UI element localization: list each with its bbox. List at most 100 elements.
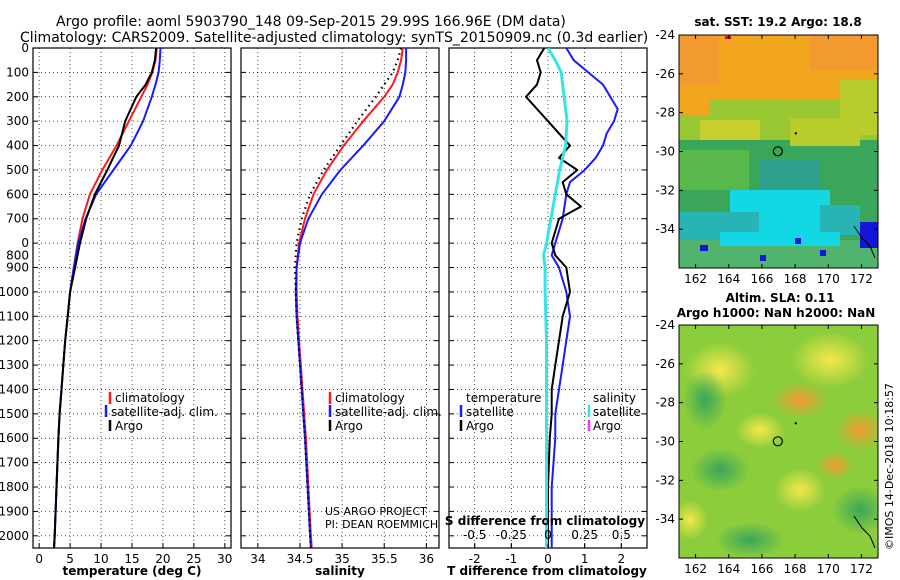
difference-legend: temperature satellite Argo salinity sate… (459, 391, 641, 433)
s-difference-label: S difference from climatology (445, 514, 645, 528)
map-y-tick-label: -30 (655, 145, 675, 159)
x-tick-label: 25 (186, 552, 201, 566)
coastline-shape (853, 225, 876, 259)
x-tick-label: -2 (469, 552, 481, 566)
s-tick-label: 0 (544, 528, 552, 542)
legend-salinity-title: salinity (593, 391, 636, 405)
x-tick-label: 1 (581, 552, 589, 566)
x-tick-label: 35 (334, 552, 349, 566)
coastline-shape (853, 515, 876, 549)
x-tick-label: 20 (155, 552, 170, 566)
map-x-tick-label: 166 (750, 562, 773, 576)
depth-tick-label: 1100 (0, 309, 29, 323)
depth-tick-label: 1600 (0, 431, 29, 445)
depth-tick-label: 1500 (0, 407, 29, 421)
map-x-tick-label: 172 (850, 272, 873, 286)
x-tick-label: 0 (544, 552, 552, 566)
salinity-axis-label: salinity (315, 564, 365, 578)
series-line-climatology (295, 48, 404, 548)
map-y-tick-label: -24 (655, 28, 675, 42)
temperature-axis-ticks: 0 5 10 15 20 25 30 (35, 47, 232, 566)
map-y-tick-label: -34 (655, 222, 675, 236)
sla-map-title1: Altim. SLA: 0.11 (726, 291, 835, 305)
map-x-tick-label: 170 (817, 272, 840, 286)
map-x-tick-label: 162 (684, 272, 707, 286)
series-line-satellite-adj--clim- (294, 48, 408, 548)
depth-tick-label: 800 (6, 248, 29, 262)
map-y-tick-label: -24 (655, 318, 675, 332)
legend-s-argo: Argo (593, 419, 621, 433)
x-tick-label: 0 (35, 552, 43, 566)
map-x-tick-label: 172 (850, 562, 873, 576)
temperature-panel: 0100200300400500600700090010001100120013… (0, 41, 232, 578)
x-tick-label: 2 (618, 552, 626, 566)
map-x-tick-label: 164 (717, 562, 740, 576)
map-y-tick-label: -28 (655, 396, 675, 410)
series-line-argo (293, 48, 403, 548)
x-tick-label: 15 (124, 552, 139, 566)
sla-map-title2: Argo h1000: NaN h2000: NaN (677, 306, 876, 320)
sst-map-field (679, 35, 878, 268)
depth-tick-label: 2000 (0, 529, 29, 543)
figure-title-line1: Argo profile: aoml 5903790_148 09-Sep-20… (56, 14, 566, 30)
salinity-panel: 34 34.5 35 35.5 36 salinity climatology sate… (240, 47, 442, 578)
depth-tick-label: 1000 (0, 285, 29, 299)
x-tick-label: 34.5 (287, 552, 314, 566)
map-x-tick-label: 164 (717, 272, 740, 286)
x-tick-label: 36 (419, 552, 434, 566)
legend-climatology-s: climatology (335, 391, 405, 405)
depth-tick-label: 0 (21, 236, 29, 250)
t-difference-label: T difference from climatology (447, 564, 647, 578)
figure-title-line2: Climatology: CARS2009. Satellite-adjuste… (20, 30, 648, 46)
map-x-tick-label: 166 (750, 272, 773, 286)
legend-t-argo: Argo (466, 419, 494, 433)
credit-pi: PI: DEAN ROEMMICH (325, 518, 438, 531)
map-y-tick-label: -28 (655, 106, 675, 120)
x-tick-label: 30 (217, 552, 232, 566)
x-tick-label: -1 (505, 552, 517, 566)
difference-panel: -2 -1 0 1 2 S difference from climatology -0… (445, 47, 648, 578)
depth-tick-label: 500 (6, 163, 29, 177)
legend-satellite-adj: satellite-adj. clim. (111, 405, 218, 419)
argo-location-marker (772, 146, 783, 157)
t-difference-axis-ticks: -2 -1 0 1 2 (449, 47, 647, 566)
depth-tick-label: 1400 (0, 382, 29, 396)
depth-tick-label: 300 (6, 114, 29, 128)
sst-map: sat. SST: 19.2 Argo: 18.8 (655, 15, 879, 286)
depth-tick-label: 0 (21, 41, 29, 55)
depth-tick-label: 1800 (0, 480, 29, 494)
depth-tick-label: 1900 (0, 504, 29, 518)
legend-argo-s: Argo (335, 419, 363, 433)
map-x-tick-label: 168 (784, 562, 807, 576)
sst-map-title: sat. SST: 19.2 Argo: 18.8 (694, 15, 861, 29)
depth-tick-label: 1300 (0, 358, 29, 372)
map-y-tick-label: -32 (655, 473, 675, 487)
s-tick-label: -0.25 (496, 528, 527, 542)
temperature-axis-label: temperature (deg C) (63, 564, 202, 578)
map-y-tick-label: -30 (655, 435, 675, 449)
s-tick-label: -0.5 (463, 528, 486, 542)
argo-location-marker (772, 436, 783, 447)
x-tick-label: 10 (93, 552, 108, 566)
temperature-legend: climatology satellite-adj. clim. Argo (104, 391, 218, 433)
depth-tick-label: 1200 (0, 334, 29, 348)
depth-tick-label: 700 (6, 212, 29, 226)
map-x-tick-label: 170 (817, 562, 840, 576)
legend-s-satellite: satellite (593, 405, 641, 419)
s-difference-ticks: -0.5 -0.25 0 0.25 0.5 (463, 528, 631, 548)
credit-project: US ARGO PROJECT (325, 505, 427, 518)
salinity-axis-ticks: 34 34.5 35 35.5 36 (241, 47, 439, 566)
map-y-tick-label: -32 (655, 183, 675, 197)
depth-tick-label: 600 (6, 187, 29, 201)
x-tick-label: 35.5 (371, 552, 398, 566)
legend-argo: Argo (115, 419, 143, 433)
legend-climatology: climatology (115, 391, 185, 405)
depth-tick-label: 100 (6, 65, 29, 79)
x-tick-label: 34 (250, 552, 265, 566)
depth-tick-label: 1700 (0, 456, 29, 470)
depth-tick-label: 200 (6, 90, 29, 104)
depth-axis-ticks: 0 100 200 300 400 500 600 700 0 900 1000 1100 1200 13… (0, 41, 38, 543)
island-marker (794, 132, 798, 135)
series-line-argo (53, 48, 158, 548)
